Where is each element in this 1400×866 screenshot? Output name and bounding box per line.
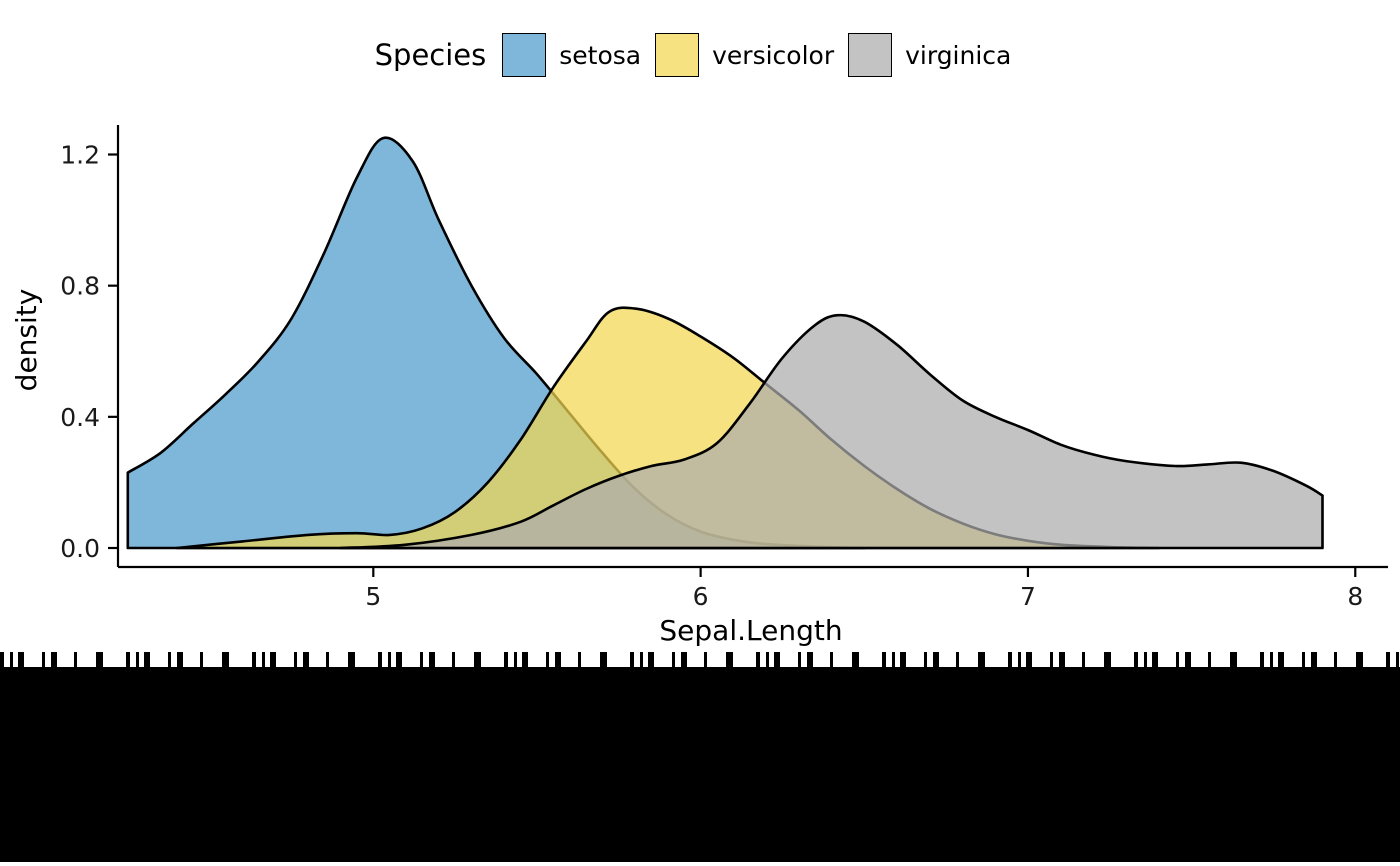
legend-title: Species: [374, 38, 487, 72]
legend-entry-virginica: virginica: [848, 33, 1011, 77]
legend-swatch-versicolor: [655, 33, 700, 77]
legend: Species setosa versicolor virginica: [0, 26, 1400, 84]
x-tick-label: 5: [365, 582, 381, 611]
x-axis-title: Sepal.Length: [659, 614, 842, 647]
legend-entry-setosa: setosa: [502, 33, 641, 77]
legend-swatch-setosa: [502, 33, 547, 77]
legend-entry-versicolor: versicolor: [655, 33, 834, 77]
y-tick-label: 1.2: [60, 141, 100, 170]
legend-swatch-fill-setosa: [503, 34, 546, 76]
y-tick-label: 0.4: [60, 403, 100, 432]
density-plot: 5 6 7 8 0.0 0.4 0.8 1.2 Sepal.Length density: [10, 125, 1388, 647]
legend-swatch-fill-versicolor: [656, 34, 699, 76]
legend-label-versicolor: versicolor: [712, 40, 835, 70]
clipped-caption-fragments: [0, 652, 1400, 667]
legend-swatch-virginica: [848, 33, 893, 77]
x-tick-label: 8: [1347, 582, 1363, 611]
legend-entries: setosa versicolor virginica: [502, 33, 1025, 77]
y-axis-title: density: [10, 289, 43, 392]
density-curves: [126, 136, 1324, 550]
axes: 5 6 7 8 0.0 0.4 0.8 1.2: [60, 125, 1388, 611]
x-tick-label: 7: [1020, 582, 1036, 611]
x-tick-label: 6: [693, 582, 709, 611]
y-tick-label: 0.8: [60, 272, 100, 301]
density-area-virginica: [339, 313, 1324, 550]
legend-label-virginica: virginica: [905, 40, 1012, 70]
legend-label-setosa: setosa: [559, 40, 642, 70]
y-tick-label: 0.0: [60, 534, 100, 563]
redacted-caption-block: [0, 667, 1400, 862]
legend-swatch-fill-virginica: [849, 34, 892, 76]
